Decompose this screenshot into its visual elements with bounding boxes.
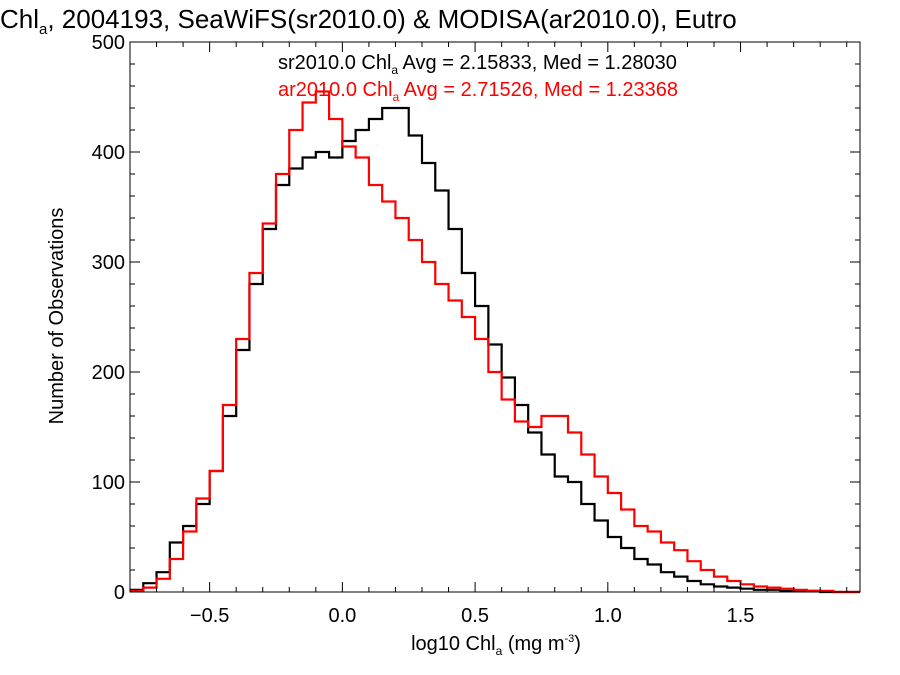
- x-tick-label: 0.0: [328, 605, 356, 627]
- x-tick-label: 1.0: [594, 605, 622, 627]
- x-axis-label: log10 Chla (mg m-3): [411, 633, 581, 658]
- y-tick-label: 500: [92, 32, 125, 54]
- y-axis-label: Number of Observations: [46, 208, 68, 425]
- x-tick-label: 1.5: [727, 605, 755, 627]
- y-tick-label: 0: [114, 582, 125, 604]
- plot-area: −0.5 0.0 0.5 1.0 1.5 0 100 200 300 400 500: [92, 32, 861, 627]
- series-line-1: [130, 106, 860, 594]
- y-tick-label: 200: [92, 362, 125, 384]
- y-tick-label: 300: [92, 252, 125, 274]
- y-tick-label: 400: [92, 142, 125, 164]
- chart-title: Chla, 2004193, SeaWiFS(sr2010.0) & MODIS…: [0, 4, 737, 38]
- legend-series-1-stats: sr2010.0 Chla Avg = 2.15833, Med = 1.280…: [278, 52, 677, 77]
- legend-series-2-stats: ar2010.0 Chla Avg = 2.71526, Med = 1.233…: [278, 79, 678, 104]
- x-tick-label: 0.5: [461, 605, 489, 627]
- plot-frame: [129, 41, 861, 593]
- series-line-2: [130, 90, 860, 594]
- y-tick-label: 100: [92, 472, 125, 494]
- x-tick-label: −0.5: [190, 605, 229, 627]
